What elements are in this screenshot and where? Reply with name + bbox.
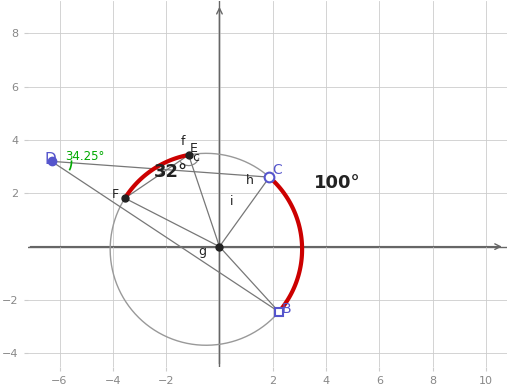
Text: E: E bbox=[190, 142, 198, 155]
Text: C: C bbox=[272, 163, 282, 178]
Text: D: D bbox=[45, 152, 57, 167]
Text: g: g bbox=[198, 245, 206, 258]
Text: 100°: 100° bbox=[314, 174, 361, 192]
Text: 32°: 32° bbox=[154, 163, 188, 182]
Text: i: i bbox=[230, 195, 233, 208]
Text: 34.25°: 34.25° bbox=[65, 150, 104, 163]
Text: F: F bbox=[112, 188, 119, 201]
Text: B: B bbox=[282, 302, 292, 316]
Text: h: h bbox=[246, 174, 254, 187]
Text: c: c bbox=[192, 151, 199, 164]
Text: f: f bbox=[181, 135, 185, 148]
